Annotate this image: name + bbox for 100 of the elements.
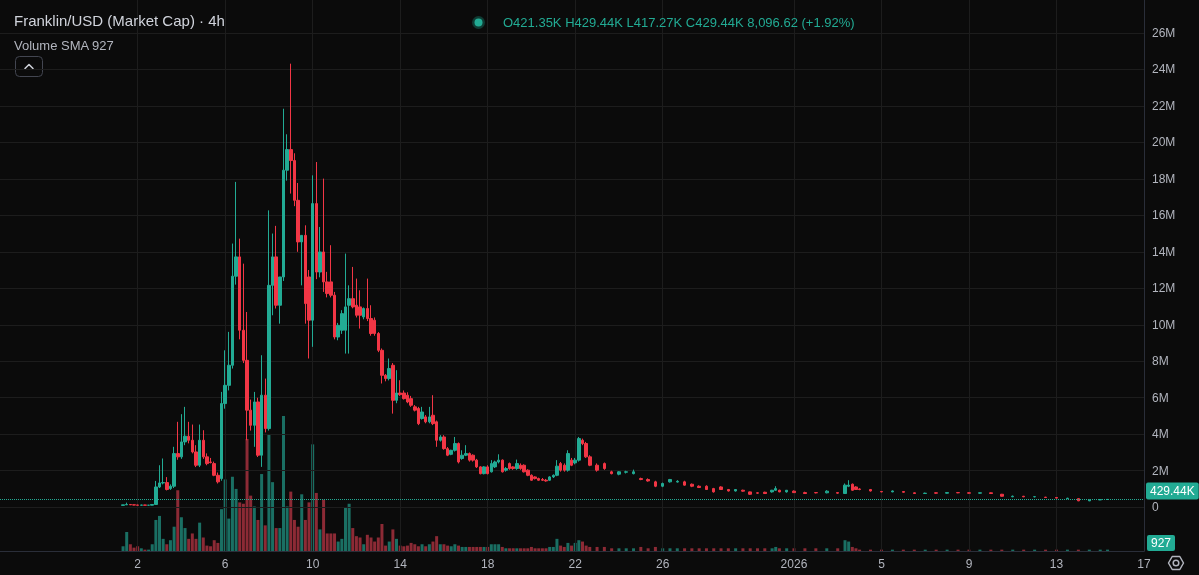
- bar: [260, 474, 264, 551]
- bar: [602, 546, 606, 551]
- bar: [475, 546, 479, 551]
- x-tick-label: 14: [393, 557, 408, 571]
- candlestick: [748, 491, 752, 496]
- bar: [529, 546, 533, 551]
- x-tick-label: 26: [656, 557, 670, 571]
- candlestick: [125, 502, 128, 506]
- bar: [726, 548, 730, 551]
- candlestick: [318, 226, 322, 278]
- y-tick-label: 0: [1152, 500, 1159, 515]
- candlestick: [843, 482, 847, 495]
- bar: [435, 536, 439, 551]
- bar: [690, 548, 694, 551]
- bar: [190, 533, 194, 551]
- bar: [562, 546, 566, 551]
- bar: [336, 541, 340, 551]
- bar: [380, 524, 384, 551]
- bar: [814, 548, 818, 551]
- bar: [639, 546, 643, 551]
- bar: [387, 541, 391, 551]
- bar: [471, 546, 475, 551]
- bar: [453, 544, 457, 551]
- y-tick-label: 6M: [1152, 390, 1169, 405]
- x-tick-label: 2: [134, 557, 142, 571]
- candlestick: [501, 458, 504, 474]
- bar: [413, 544, 417, 551]
- x-tick-label: 22: [568, 557, 583, 571]
- bar: [391, 529, 395, 551]
- candlestick: [989, 491, 993, 495]
- bar: [537, 548, 541, 551]
- candlestick: [610, 470, 613, 475]
- candlestick: [515, 459, 519, 471]
- candlestick: [1055, 496, 1058, 499]
- candlestick: [836, 491, 839, 495]
- bar: [511, 548, 515, 551]
- candlestick: [712, 487, 715, 494]
- candlestick: [967, 491, 971, 495]
- x-tick-label: 13: [1049, 557, 1064, 571]
- candlestick: [734, 488, 737, 493]
- y-tick-label: 20M: [1152, 135, 1176, 150]
- bar: [362, 544, 366, 551]
- candlestick: [1044, 496, 1047, 499]
- x-tick-label: 17: [1137, 557, 1151, 571]
- x-tick-label: 6: [221, 557, 229, 571]
- bar: [329, 533, 333, 551]
- candlestick: [267, 209, 271, 432]
- bar: [683, 548, 687, 551]
- candlestick: [825, 489, 829, 494]
- candlestick: [486, 464, 489, 475]
- candlestick: [274, 225, 278, 310]
- bar: [508, 548, 512, 551]
- x-tick-label: 9: [965, 557, 973, 571]
- bar: [198, 522, 202, 551]
- bar: [533, 548, 537, 551]
- candlestick: [632, 469, 635, 475]
- bar: [212, 540, 216, 551]
- x-tick-label: 10: [305, 557, 320, 571]
- bar: [158, 515, 162, 551]
- bar: [165, 544, 169, 551]
- bar: [128, 544, 132, 551]
- text: Franklin/USD (Market Cap) · 4h: [14, 12, 225, 30]
- annotation: O421.35K H429.44K L417.27K C429.44K 8,096.62 (+1.92%): [503, 15, 855, 31]
- candlestick: [934, 491, 938, 495]
- candlestick: [570, 457, 573, 467]
- candlestick: [424, 414, 427, 424]
- bar: [460, 546, 464, 551]
- bar: [395, 538, 399, 551]
- candlestick: [624, 470, 628, 474]
- candlestick: [129, 503, 132, 506]
- bar: [519, 548, 522, 551]
- bar: [176, 490, 180, 551]
- bar: [420, 544, 424, 551]
- bar: [504, 548, 508, 551]
- bar: [405, 545, 409, 551]
- bar: [854, 548, 858, 551]
- bar: [617, 548, 621, 551]
- candlestick: [482, 465, 486, 475]
- candlestick: [646, 477, 650, 483]
- candlestick: [869, 488, 872, 493]
- candlestick: [1033, 495, 1036, 498]
- candlestick: [264, 378, 267, 433]
- candlestick: [165, 476, 169, 491]
- bar: [238, 502, 242, 551]
- bar: [351, 528, 355, 551]
- bar: [373, 541, 377, 551]
- candlestick: [362, 306, 365, 320]
- candlestick: [533, 475, 537, 480]
- x-tick-label: 5: [878, 557, 886, 571]
- candlestick: [792, 489, 796, 494]
- y-tick-label: 16M: [1152, 208, 1176, 223]
- bar: [230, 476, 234, 551]
- bar: [577, 540, 581, 551]
- candlestick: [978, 492, 982, 495]
- candlestick: [260, 354, 263, 468]
- candlestick: [654, 480, 657, 488]
- candlestick: [391, 362, 395, 415]
- candlestick: [880, 490, 883, 493]
- y-tick-label: 4M: [1152, 427, 1169, 442]
- candlestick: [537, 477, 540, 482]
